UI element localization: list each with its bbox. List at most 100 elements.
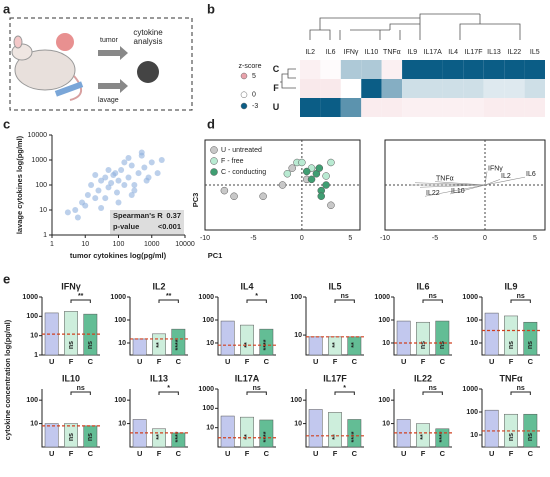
syringe xyxy=(54,81,84,97)
chart-title: IL6 xyxy=(416,281,429,291)
heat-cell xyxy=(524,60,545,79)
point xyxy=(113,189,120,196)
point xyxy=(327,158,335,167)
x-tick-label: C xyxy=(264,357,270,366)
legend-swatch xyxy=(240,72,248,80)
bar xyxy=(328,412,342,448)
loading-vector xyxy=(484,171,488,186)
mouse xyxy=(11,35,82,101)
legend-label: F - free xyxy=(221,158,244,165)
point xyxy=(307,175,316,184)
point xyxy=(102,195,109,202)
bar xyxy=(308,336,323,356)
bar-label: ns xyxy=(68,341,75,349)
comparison-bracket xyxy=(158,299,179,303)
y-tick-label: 100 xyxy=(466,409,478,416)
y-tick-label: 10 xyxy=(206,425,214,432)
comparison-label: ns xyxy=(341,293,349,300)
x-tick-label: C xyxy=(440,449,446,458)
dendrogram xyxy=(309,13,521,40)
y-tick-label: 100 xyxy=(114,317,126,324)
axis xyxy=(393,389,452,448)
heat-cell xyxy=(340,98,362,117)
x-tick-label: F xyxy=(509,449,514,458)
x-tick-label: F xyxy=(157,449,162,458)
comparison-bracket xyxy=(246,299,267,303)
bar xyxy=(504,315,518,356)
x-tick-label: C xyxy=(440,357,446,366)
bar xyxy=(259,328,274,356)
chart-title: IL13 xyxy=(150,373,168,383)
legend-label: C - conducting xyxy=(221,169,266,176)
axis xyxy=(481,297,540,356)
point xyxy=(283,170,292,178)
column-label: IL17F xyxy=(465,49,483,56)
heat-cell xyxy=(504,98,525,117)
y-axis-label: PC3 xyxy=(191,193,200,208)
y-tick-label: 10 xyxy=(470,340,478,347)
point xyxy=(64,209,71,216)
point xyxy=(108,180,115,187)
heat-cell xyxy=(361,60,382,79)
point xyxy=(327,201,335,209)
y-tick-label: 10 xyxy=(118,340,126,347)
point xyxy=(298,158,306,167)
heat-cell xyxy=(422,98,443,117)
x-tick-label: U xyxy=(401,449,406,458)
legend-title: z-score xyxy=(239,63,262,70)
point xyxy=(72,207,79,213)
chart-title: IL9 xyxy=(504,281,517,291)
point xyxy=(131,182,138,188)
point xyxy=(92,195,99,202)
heat-cell xyxy=(463,98,484,117)
comparison-label: ns xyxy=(429,385,437,392)
heat-cell xyxy=(442,98,464,117)
point xyxy=(315,164,324,172)
y-tick-label: 100 xyxy=(202,317,214,324)
comparison-label: ns xyxy=(429,293,437,300)
heat-cell xyxy=(402,79,423,98)
column-label: IL9 xyxy=(407,49,417,56)
bar-label: ** xyxy=(156,434,163,440)
y-tick-label: 100 xyxy=(114,397,126,404)
heat-cell xyxy=(320,79,341,98)
column-label: TNFα xyxy=(383,49,401,56)
loading-label: IL10 xyxy=(451,188,465,195)
bar-label: ** xyxy=(332,342,339,348)
heat-cell xyxy=(300,98,321,117)
comparison-bracket xyxy=(422,391,443,395)
bar-label: ns xyxy=(508,433,515,441)
bar-label: **** xyxy=(351,431,358,442)
x-axis-label: PC1 xyxy=(208,251,223,260)
point xyxy=(138,149,145,156)
bar-label: **** xyxy=(263,431,270,442)
chart-title: TNFα xyxy=(499,373,522,383)
bar-label: **** xyxy=(175,339,182,350)
axis xyxy=(305,389,364,448)
point xyxy=(128,191,135,198)
panel-label: d xyxy=(207,116,215,131)
heat-cell xyxy=(504,60,525,79)
point xyxy=(131,187,138,194)
axis xyxy=(217,297,276,356)
bar xyxy=(220,320,235,356)
point xyxy=(82,202,89,209)
y-tick-label: 10 xyxy=(470,432,478,439)
point xyxy=(115,177,122,184)
x-tick-label: -5 xyxy=(250,235,256,242)
point xyxy=(230,192,238,200)
x-tick-label: U xyxy=(137,357,142,366)
bar xyxy=(416,423,430,448)
legend-tick: 5 xyxy=(252,73,256,80)
point xyxy=(143,177,150,184)
bar xyxy=(44,423,59,448)
stats-name: p-value xyxy=(113,222,139,231)
heat-cell xyxy=(340,79,362,98)
legend-tick: 0 xyxy=(252,92,256,99)
legend-swatch xyxy=(210,157,218,165)
x-tick-label: 10000 xyxy=(175,241,195,248)
point xyxy=(141,164,148,171)
bar xyxy=(171,432,186,448)
x-tick-label: F xyxy=(333,357,338,366)
